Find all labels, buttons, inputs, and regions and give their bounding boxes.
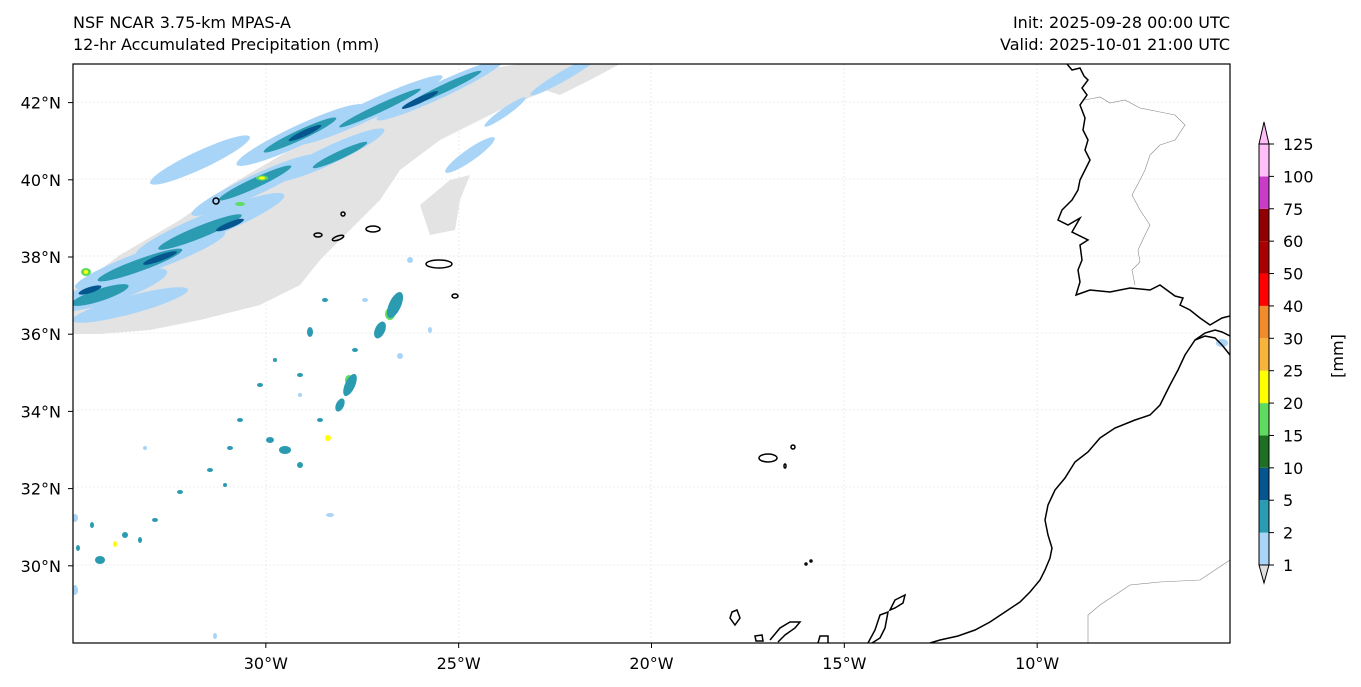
colorbar-tick-label: 40: [1283, 297, 1303, 316]
lat-tick-label: 36°N: [21, 325, 61, 344]
colorbar-tick-label: 30: [1283, 329, 1303, 348]
model-title: NSF NCAR 3.75-km MPAS-A: [73, 13, 291, 32]
colorbar-segment: [1259, 273, 1269, 306]
lat-axis: 42°N 40°N 38°N 36°N 34°N 32°N 30°N: [21, 94, 73, 576]
map-frame: [72, 63, 1231, 644]
lon-tick-label: 15°W: [822, 654, 866, 673]
precip-scattered-cells: [76, 292, 404, 564]
colorbar-segment: [1259, 467, 1269, 501]
lon-tick-label: 30°W: [244, 654, 288, 673]
precip-area-light-2: [420, 175, 470, 235]
colorbar-segment: [1259, 532, 1269, 565]
colorbar-tick-label: 15: [1283, 426, 1303, 445]
header-left: NSF NCAR 3.75-km MPAS-A 12-hr Accumulate…: [73, 12, 379, 56]
colorbar-segment: [1259, 144, 1269, 177]
header-right: Init: 2025-09-28 00:00 UTC Valid: 2025-1…: [1000, 12, 1230, 56]
precip-area-light: [73, 64, 580, 334]
colorbar-tick-label: 25: [1283, 362, 1303, 381]
colorbar-tick-label: 100: [1283, 167, 1314, 186]
lon-axis: 30°W 25°W 20°W 15°W 10°W: [244, 643, 1059, 673]
colorbar-segment: [1259, 338, 1269, 371]
coastline-africa: [929, 335, 1230, 643]
init-time: Init: 2025-09-28 00:00 UTC: [1012, 13, 1230, 32]
colorbar-unit-label: [mm]: [1328, 334, 1347, 378]
field-title: 12-hr Accumulated Precipitation (mm): [73, 35, 380, 54]
colorbar-segment: [1259, 241, 1269, 274]
colorbar-tick-label: 60: [1283, 232, 1303, 251]
colorbar-segment: [1259, 305, 1269, 339]
lat-tick-label: 38°N: [21, 248, 61, 267]
colorbar-segment: [1259, 208, 1269, 242]
colorbar-segment: [1259, 500, 1269, 533]
lon-tick-label: 10°W: [1015, 654, 1059, 673]
colorbar-extend-high: [1258, 121, 1270, 145]
lat-tick-label: 34°N: [21, 402, 61, 421]
colorbar-tick-label: 125: [1283, 135, 1314, 154]
coastline-iberia: [1057, 64, 1230, 326]
precip-cores-dark: [78, 91, 439, 295]
gridlines: [73, 64, 1230, 643]
country-borders: [1084, 96, 1230, 643]
colorbar-outline: [1258, 143, 1270, 566]
colorbar-segment: [1259, 370, 1269, 404]
precip-scattered-light: [73, 257, 1228, 639]
lat-tick-label: 42°N: [21, 94, 61, 113]
colorbar-tick-label: 20: [1283, 394, 1303, 413]
colorbar-tick-label: 75: [1283, 200, 1303, 219]
lat-tick-label: 32°N: [21, 480, 61, 499]
colorbar-tick-label: 5: [1283, 491, 1293, 510]
colorbar-segment: [1259, 403, 1269, 436]
valid-time: Valid: 2025-10-01 21:00 UTC: [999, 35, 1230, 54]
colorbar-tick-label: 2: [1283, 524, 1293, 543]
colorbar-segment: [1259, 176, 1269, 209]
coastlines: [212, 64, 1230, 643]
lat-tick-label: 40°N: [21, 171, 61, 190]
lon-tick-label: 25°W: [437, 654, 481, 673]
colorbar-tick-label: 10: [1283, 459, 1303, 478]
colorbar-extend-low: [1258, 564, 1270, 585]
colorbar-segment: [1259, 435, 1269, 468]
lon-tick-label: 20°W: [629, 654, 673, 673]
lat-tick-label: 30°N: [21, 557, 61, 576]
colorbar-tick-label: 1: [1283, 556, 1293, 575]
precipitation-field: [73, 64, 1228, 639]
colorbar-tick-label: 50: [1283, 265, 1303, 284]
